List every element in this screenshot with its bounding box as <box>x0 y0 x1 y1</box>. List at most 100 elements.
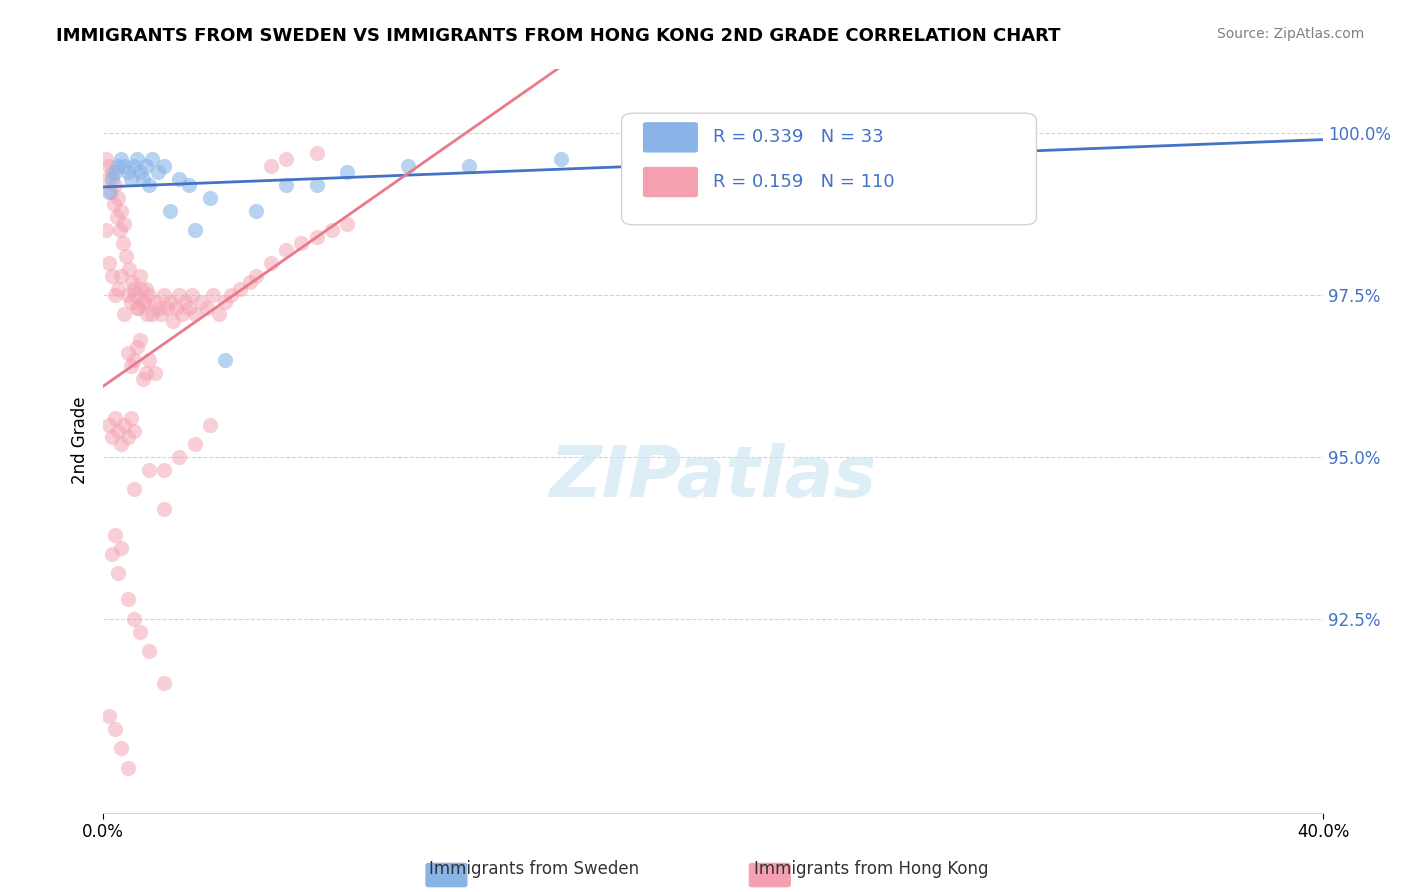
Point <box>117 165 139 179</box>
Point <box>229 282 252 296</box>
Point <box>138 463 160 477</box>
Text: IMMIGRANTS FROM SWEDEN VS IMMIGRANTS FROM HONG KONG 2ND GRADE CORRELATION CHART: IMMIGRANTS FROM SWEDEN VS IMMIGRANTS FRO… <box>56 27 1060 45</box>
Point <box>159 294 181 309</box>
Point <box>190 294 212 309</box>
Point <box>100 185 122 199</box>
Point <box>195 301 218 315</box>
Point <box>122 159 145 173</box>
Text: Immigrants from Hong Kong: Immigrants from Hong Kong <box>755 860 988 878</box>
Point <box>111 236 134 251</box>
Point <box>101 547 124 561</box>
Point <box>141 152 163 166</box>
Point <box>183 223 205 237</box>
Point <box>146 301 169 315</box>
Point <box>125 301 148 315</box>
Point <box>336 217 359 231</box>
Text: Immigrants from Sweden: Immigrants from Sweden <box>429 860 640 878</box>
Text: ZIPatlas: ZIPatlas <box>550 443 877 512</box>
Point <box>153 288 176 302</box>
Point <box>219 288 242 302</box>
Point <box>201 288 224 302</box>
Point <box>208 308 231 322</box>
Point <box>115 249 138 263</box>
Point <box>117 430 139 444</box>
Point <box>122 352 145 367</box>
Point <box>458 159 481 173</box>
Point <box>110 437 132 451</box>
Point <box>162 314 184 328</box>
Point <box>134 294 156 309</box>
Point <box>305 178 328 192</box>
Point <box>153 159 176 173</box>
Point <box>107 566 129 581</box>
Point <box>276 178 298 192</box>
Point <box>135 282 157 296</box>
Point <box>336 165 359 179</box>
Text: Source: ZipAtlas.com: Source: ZipAtlas.com <box>1216 27 1364 41</box>
Point <box>276 243 298 257</box>
Point <box>129 282 152 296</box>
Point <box>96 223 118 237</box>
Point <box>141 308 163 322</box>
Point <box>122 282 145 296</box>
Point <box>120 359 142 374</box>
Point <box>98 708 121 723</box>
Point <box>396 159 419 173</box>
Point <box>276 152 298 166</box>
Point <box>122 424 145 438</box>
Point <box>98 417 121 432</box>
Point <box>150 308 173 322</box>
Point <box>172 308 194 322</box>
Point <box>763 145 786 160</box>
Point <box>153 501 176 516</box>
Point <box>120 411 142 425</box>
Point <box>156 301 179 315</box>
Point <box>177 178 200 192</box>
Point <box>128 334 150 348</box>
Point <box>180 288 202 302</box>
Point <box>138 178 160 192</box>
Point <box>290 236 312 251</box>
Point <box>104 411 127 425</box>
Point <box>260 256 283 270</box>
Point <box>165 301 187 315</box>
FancyBboxPatch shape <box>644 123 697 152</box>
Point <box>550 152 572 166</box>
Text: R = 0.339   N = 33: R = 0.339 N = 33 <box>713 128 884 146</box>
Y-axis label: 2nd Grade: 2nd Grade <box>72 397 89 484</box>
Point <box>125 152 148 166</box>
Point <box>108 223 131 237</box>
Point <box>183 308 205 322</box>
Point <box>245 268 267 283</box>
Point <box>128 624 150 639</box>
Point <box>114 417 136 432</box>
Point <box>98 256 121 270</box>
Point <box>153 463 176 477</box>
Point <box>198 417 221 432</box>
Point <box>135 159 157 173</box>
Point <box>103 197 125 211</box>
Point <box>174 294 197 309</box>
Point <box>98 159 121 173</box>
Point <box>104 722 127 736</box>
Point <box>128 268 150 283</box>
Point <box>98 185 121 199</box>
Point <box>153 676 176 690</box>
Point <box>169 450 191 464</box>
Point <box>110 268 132 283</box>
Point <box>117 592 139 607</box>
Point <box>127 301 149 315</box>
Point <box>198 191 221 205</box>
Point <box>138 644 160 658</box>
Point <box>125 340 148 354</box>
Point <box>118 262 141 277</box>
FancyBboxPatch shape <box>621 113 1036 225</box>
Point <box>138 352 160 367</box>
Point <box>107 191 129 205</box>
Point <box>107 159 129 173</box>
Point <box>238 275 260 289</box>
Point <box>110 152 132 166</box>
Point <box>146 165 169 179</box>
Point <box>138 288 160 302</box>
Point <box>96 152 118 166</box>
